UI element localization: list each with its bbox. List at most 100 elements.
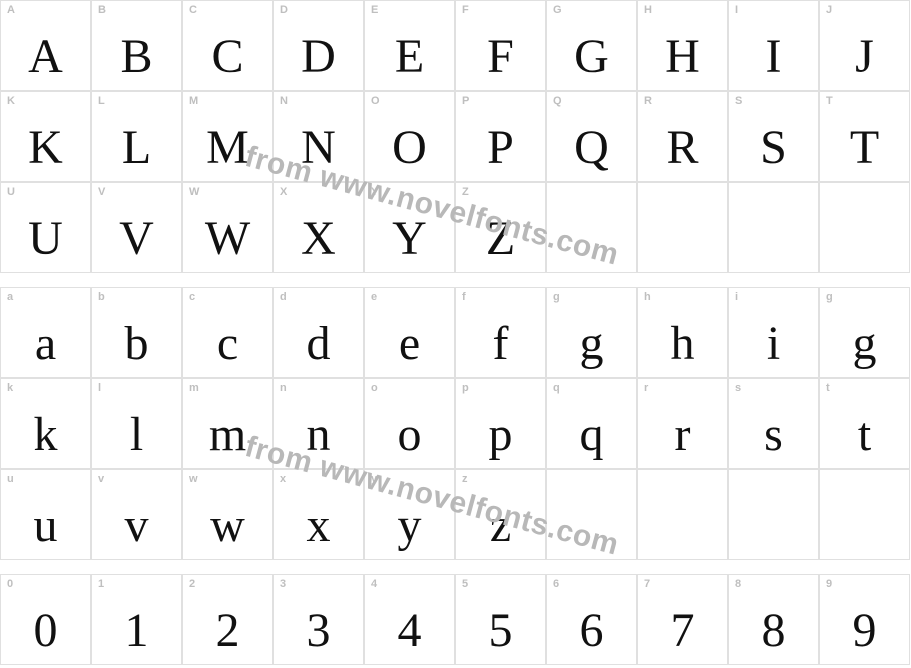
cell-label: 6: [553, 578, 559, 590]
block-gap: [0, 560, 911, 574]
cell-glyph: 3: [274, 575, 363, 664]
cell-glyph: g: [820, 288, 909, 377]
cell-glyph: t: [820, 379, 909, 468]
cell-glyph: [547, 183, 636, 272]
glyph-cell: CC: [182, 0, 273, 91]
glyph-cell: tt: [819, 378, 910, 469]
glyph-cell: uu: [0, 469, 91, 560]
glyph-cell: 11: [91, 574, 182, 665]
glyph-cell: oo: [364, 378, 455, 469]
glyph-cell: zz: [455, 469, 546, 560]
cell-label: n: [280, 382, 287, 394]
glyph-cell: RR: [637, 91, 728, 182]
cell-label: W: [189, 186, 199, 198]
cell-glyph: s: [729, 379, 818, 468]
glyph-cell: ww: [182, 469, 273, 560]
cell-label: u: [7, 473, 14, 485]
cell-glyph: L: [92, 92, 181, 181]
glyph-cell: vv: [91, 469, 182, 560]
glyph-cell: ff: [455, 287, 546, 378]
cell-label: o: [371, 382, 378, 394]
empty-cell: [819, 182, 910, 273]
cell-glyph: g: [547, 288, 636, 377]
empty-cell: [728, 469, 819, 560]
cell-glyph: i: [729, 288, 818, 377]
glyph-cell: ss: [728, 378, 819, 469]
cell-label: h: [644, 291, 651, 303]
glyph-cell: KK: [0, 91, 91, 182]
glyph-cell: WW: [182, 182, 273, 273]
cell-label: 1: [98, 578, 104, 590]
cell-glyph: 5: [456, 575, 545, 664]
cell-glyph: o: [365, 379, 454, 468]
glyph-cell: XX: [273, 182, 364, 273]
cell-label: S: [735, 95, 742, 107]
cell-glyph: 9: [820, 575, 909, 664]
cell-glyph: 4: [365, 575, 454, 664]
cell-label: X: [280, 186, 287, 198]
cell-glyph: k: [1, 379, 90, 468]
glyph-cell: DD: [273, 0, 364, 91]
cell-label: g: [826, 291, 833, 303]
cell-label: V: [98, 186, 105, 198]
empty-cell: [546, 182, 637, 273]
glyph-cell: PP: [455, 91, 546, 182]
glyph-cell: mm: [182, 378, 273, 469]
glyph-cell: rr: [637, 378, 728, 469]
cell-glyph: f: [456, 288, 545, 377]
cell-label: Q: [553, 95, 562, 107]
glyph-cell: 66: [546, 574, 637, 665]
cell-label: 9: [826, 578, 832, 590]
cell-glyph: E: [365, 1, 454, 90]
cell-glyph: h: [638, 288, 727, 377]
glyph-cell: aa: [0, 287, 91, 378]
cell-glyph: r: [638, 379, 727, 468]
cell-label: m: [189, 382, 199, 394]
cell-glyph: z: [456, 470, 545, 559]
cell-glyph: P: [456, 92, 545, 181]
cell-label: y: [371, 473, 377, 485]
cell-label: 4: [371, 578, 377, 590]
cell-glyph: a: [1, 288, 90, 377]
empty-cell: [637, 469, 728, 560]
cell-label: i: [735, 291, 738, 303]
cell-glyph: c: [183, 288, 272, 377]
cell-glyph: [729, 470, 818, 559]
empty-cell: [819, 469, 910, 560]
glyph-cell: QQ: [546, 91, 637, 182]
cell-label: K: [7, 95, 15, 107]
glyph-cell: OO: [364, 91, 455, 182]
cell-label: I: [735, 4, 738, 16]
cell-glyph: b: [92, 288, 181, 377]
glyph-cell: ii: [728, 287, 819, 378]
cell-label: r: [644, 382, 648, 394]
cell-label: M: [189, 95, 198, 107]
cell-label: t: [826, 382, 830, 394]
cell-label: J: [826, 4, 832, 16]
glyph-block-lowercase: aabbccddeeffgghhiiggkkllmmnnooppqqrrsstt…: [0, 287, 911, 560]
cell-label: q: [553, 382, 560, 394]
cell-label: Y: [371, 186, 378, 198]
glyph-cell: 77: [637, 574, 728, 665]
cell-label: a: [7, 291, 13, 303]
cell-glyph: J: [820, 1, 909, 90]
glyph-cell: HH: [637, 0, 728, 91]
cell-label: R: [644, 95, 652, 107]
glyph-cell: 99: [819, 574, 910, 665]
cell-label: s: [735, 382, 741, 394]
cell-glyph: 2: [183, 575, 272, 664]
cell-label: z: [462, 473, 468, 485]
glyph-cell: ZZ: [455, 182, 546, 273]
cell-label: w: [189, 473, 198, 485]
glyph-cell: hh: [637, 287, 728, 378]
cell-glyph: 7: [638, 575, 727, 664]
glyph-cell: bb: [91, 287, 182, 378]
cell-label: D: [280, 4, 288, 16]
font-character-map: AABBCCDDEEFFGGHHIIJJKKLLMMNNOOPPQQRRSSTT…: [0, 0, 911, 668]
glyph-cell: 00: [0, 574, 91, 665]
cell-glyph: Y: [365, 183, 454, 272]
glyph-cell: NN: [273, 91, 364, 182]
glyph-cell: dd: [273, 287, 364, 378]
cell-glyph: v: [92, 470, 181, 559]
cell-label: G: [553, 4, 562, 16]
